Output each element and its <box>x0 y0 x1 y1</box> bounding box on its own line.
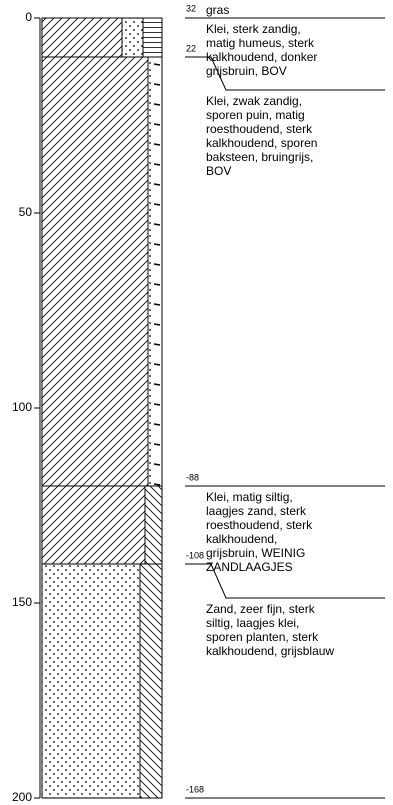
layer-level: -88 <box>186 472 199 482</box>
layer-description: laagjes zand, sterk <box>206 504 307 518</box>
layer-fill <box>42 18 122 57</box>
layer-level: -168 <box>186 784 204 794</box>
tick-label: 100 <box>12 400 32 414</box>
layer-description: ZANDLAAGJES <box>206 560 293 574</box>
layer-description: BOV <box>206 164 231 178</box>
layer-description: baksteen, bruingrijs, <box>206 150 313 164</box>
layer-fill <box>148 57 162 486</box>
layer-description: grijsbruin, BOV <box>206 64 287 78</box>
layer-description: Klei, zwak zandig, <box>206 94 302 108</box>
layer-description: kalkhoudend, sporen <box>206 136 317 150</box>
layer-fill <box>145 486 162 564</box>
layer-fill <box>143 18 162 57</box>
tick-label: 150 <box>12 595 32 609</box>
layer-description: Zand, zeer fijn, sterk <box>206 602 316 616</box>
layer-description: Klei, sterk zandig, <box>206 22 301 36</box>
layer-fill <box>140 564 162 798</box>
layer-description: kalkhoudend, grijsblauw <box>206 644 334 658</box>
surface-label: gras <box>206 3 229 17</box>
layer-description: kalkhoudend, donker <box>206 50 317 64</box>
layer-description: siltig, laagjes klei, <box>206 616 299 630</box>
layer-description: grijsbruin, WEINIG <box>206 546 305 560</box>
layer-description: sporen planten, sterk <box>206 630 319 644</box>
tick-label: 0 <box>25 10 32 24</box>
layer-description: roesthoudend, sterk <box>206 122 313 136</box>
borehole-log: 0 50 100 150 200 32 gras Klei, sterk zandig,mat… <box>0 0 393 805</box>
surface-level: 32 <box>186 3 196 13</box>
layer-fill <box>42 486 145 564</box>
layer-level: 22 <box>186 43 196 53</box>
layer-level: -108 <box>186 550 204 560</box>
tick-label: 50 <box>19 205 33 219</box>
layer-fill <box>42 564 140 798</box>
layer-description: kalkhoudend, <box>206 532 277 546</box>
layer-description: roesthoudend, sterk <box>206 518 313 532</box>
layer-fill <box>42 57 148 486</box>
layer-fill <box>122 18 143 57</box>
layer-description: Klei, matig siltig, <box>206 490 293 504</box>
layer-description: sporen puin, matig <box>206 108 305 122</box>
tick-label: 200 <box>12 790 32 804</box>
layer-description: matig humeus, sterk <box>206 36 315 50</box>
